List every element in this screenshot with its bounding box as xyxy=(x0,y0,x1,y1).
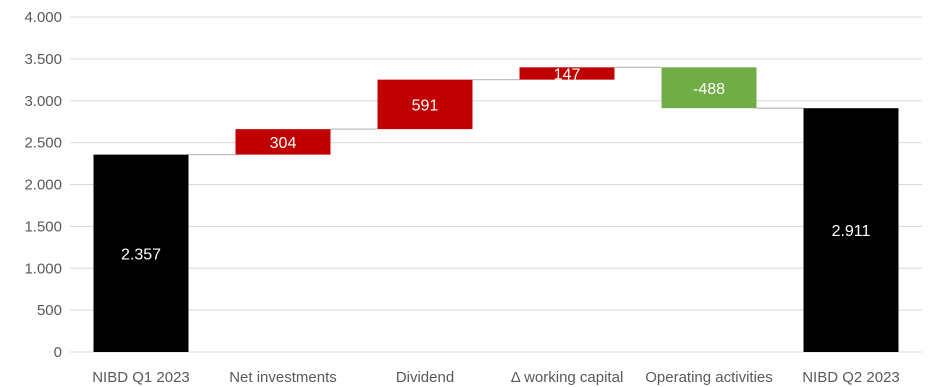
bar xyxy=(519,67,615,80)
y-tick-label: 1.000 xyxy=(24,260,62,277)
data-label: 147 xyxy=(554,66,581,83)
bar xyxy=(235,129,331,155)
x-category-label: Dividend xyxy=(396,369,454,386)
bar xyxy=(377,79,473,130)
y-tick-label: 2.500 xyxy=(24,135,62,152)
bar xyxy=(93,154,189,352)
x-category-label: Operating activities xyxy=(645,369,773,386)
data-label: 2.357 xyxy=(121,246,161,263)
y-tick-label: 0 xyxy=(54,344,62,361)
y-tick-label: 500 xyxy=(37,302,62,319)
y-tick-label: 2.000 xyxy=(24,177,62,194)
data-label: 304 xyxy=(270,135,297,152)
bar xyxy=(803,108,899,352)
x-category-label: NIBD Q1 2023 xyxy=(92,369,190,386)
data-label: -488 xyxy=(693,81,725,98)
x-category-label: Δ working capital xyxy=(511,369,624,386)
y-tick-label: 3.500 xyxy=(24,51,62,68)
data-label: 2.911 xyxy=(832,223,871,240)
y-tick-label: 4.000 xyxy=(24,9,62,26)
bar xyxy=(661,67,757,109)
x-category-label: NIBD Q2 2023 xyxy=(802,369,900,386)
y-tick-label: 3.000 xyxy=(24,93,62,110)
x-category-label: Net investments xyxy=(229,369,337,386)
y-tick-label: 1.500 xyxy=(24,218,62,235)
data-label: 591 xyxy=(412,97,439,114)
